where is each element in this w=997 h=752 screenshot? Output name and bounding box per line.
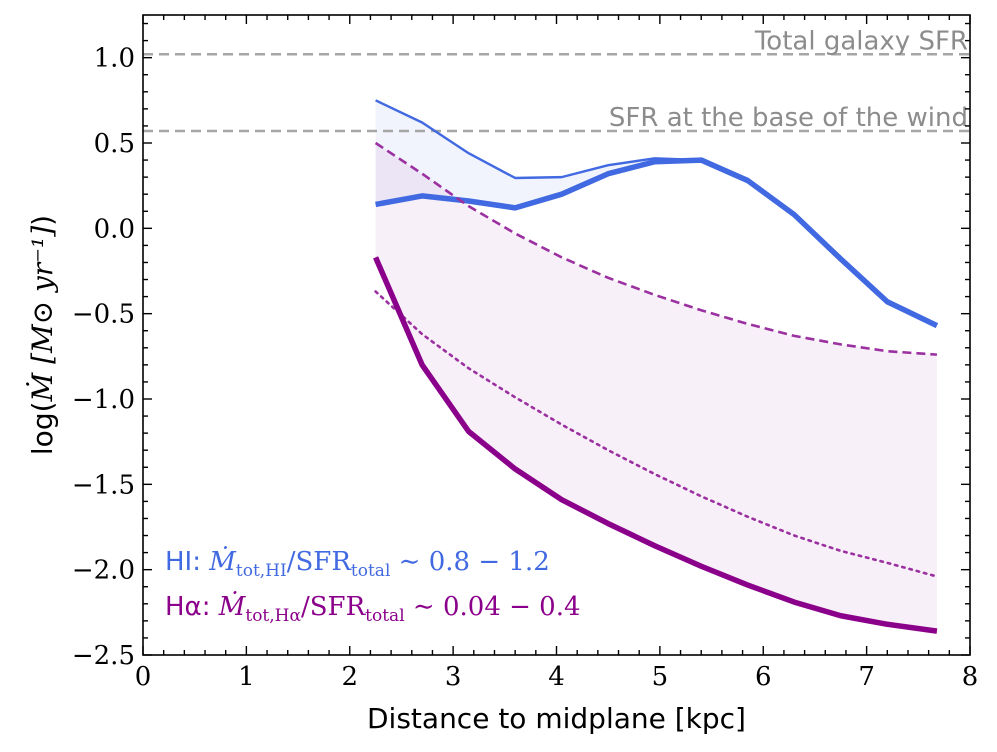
- annotation-hi-label: HI: [165, 547, 192, 577]
- y-tick-label: −2.5: [72, 641, 135, 671]
- series-hi-upper: [375, 99, 702, 180]
- band-halpha-range: [375, 143, 937, 632]
- y-tick-label: −2.0: [72, 556, 135, 586]
- tick-labels: 0 1 2 3 4 5 6 7 8 −2.5 −2.0 −1.5 −1.0 −0.5 0.0 0.5 1.0: [72, 44, 978, 692]
- axis-ticks: [142, 15, 971, 656]
- y-tick-label: 1.0: [94, 44, 135, 74]
- annotation-ha: Hα: Ṁtot,Hα/SFRtotal ∼ 0.04 − 0.4: [165, 591, 581, 626]
- series-halpha-lower: [373, 256, 938, 634]
- x-tick-label: 2: [341, 662, 358, 692]
- x-axis-label: Distance to midplane [kpc]: [367, 702, 746, 735]
- annotation-ha-range: 0.04 − 0.4: [443, 592, 581, 622]
- annotation-ha-sep: :: [202, 592, 219, 622]
- x-tick-label: 7: [858, 662, 875, 692]
- ref-label-total-galaxy-sfr: Total galaxy SFR: [754, 26, 968, 56]
- annotation-hi-sub2: total: [351, 561, 390, 581]
- annotation-hi-mdot: Ṁ: [208, 546, 237, 577]
- annotation-hi-sep: :: [192, 547, 209, 577]
- x-tick-label: 0: [135, 662, 152, 692]
- y-tick-label: 0.0: [94, 214, 135, 244]
- reference-lines: Total galaxy SFR SFR at the base of the w…: [143, 26, 970, 133]
- series-lines: [373, 99, 939, 634]
- y-tick-label: −0.5: [72, 300, 135, 330]
- annotation-ha-mdot: Ṁ: [218, 591, 247, 622]
- annotation-hi-range: 0.8 − 1.2: [429, 547, 550, 577]
- y-tick-label: −1.5: [72, 470, 135, 500]
- annotation-ha-sub2: total: [365, 606, 404, 626]
- legend-annotations: HI: Ṁtot,HI/SFRtotal ∼ 0.8 − 1.2 Hα: Ṁto…: [165, 546, 581, 626]
- series-hi-lower: [375, 157, 939, 329]
- x-tick-label: 1: [238, 662, 255, 692]
- y-tick-label: 0.5: [94, 129, 135, 159]
- annotation-hi-sub: tot,HI: [236, 561, 287, 581]
- y-axis-label-prefix: log(: [26, 401, 59, 455]
- x-tick-label: 4: [548, 662, 565, 692]
- series-halpha-middle: [374, 290, 939, 578]
- annotation-ha-label: Hα: [165, 592, 202, 622]
- bands: [375, 100, 937, 632]
- ref-label-sfr-at-the-base-of-the-wind: SFR at the base of the wind: [609, 103, 968, 133]
- annotation-ha-sub: tot,Hα: [245, 606, 301, 626]
- band-hi-range: [375, 100, 702, 208]
- annotation-ha-tilde: ∼: [405, 592, 443, 622]
- y-axis-label: log(Ṁ [M⊙ yr⁻¹]): [26, 215, 59, 455]
- x-tick-label: 8: [962, 662, 979, 692]
- y-axis-label-math: Ṁ [M⊙ yr⁻¹]: [26, 226, 59, 403]
- x-tick-label: 3: [445, 662, 462, 692]
- annotation-hi: HI: Ṁtot,HI/SFRtotal ∼ 0.8 − 1.2: [165, 546, 550, 581]
- plot-frame: [142, 14, 971, 656]
- series-halpha-upper: [374, 141, 938, 356]
- annotation-hi-tilde: ∼: [390, 547, 428, 577]
- annotation-ha-ratio: /SFR: [301, 592, 367, 622]
- annotation-hi-ratio: /SFR: [287, 547, 353, 577]
- x-tick-label: 6: [755, 662, 772, 692]
- y-axis-label-suffix: ): [26, 215, 59, 226]
- y-tick-label: −1.0: [72, 385, 135, 415]
- x-tick-label: 5: [652, 662, 669, 692]
